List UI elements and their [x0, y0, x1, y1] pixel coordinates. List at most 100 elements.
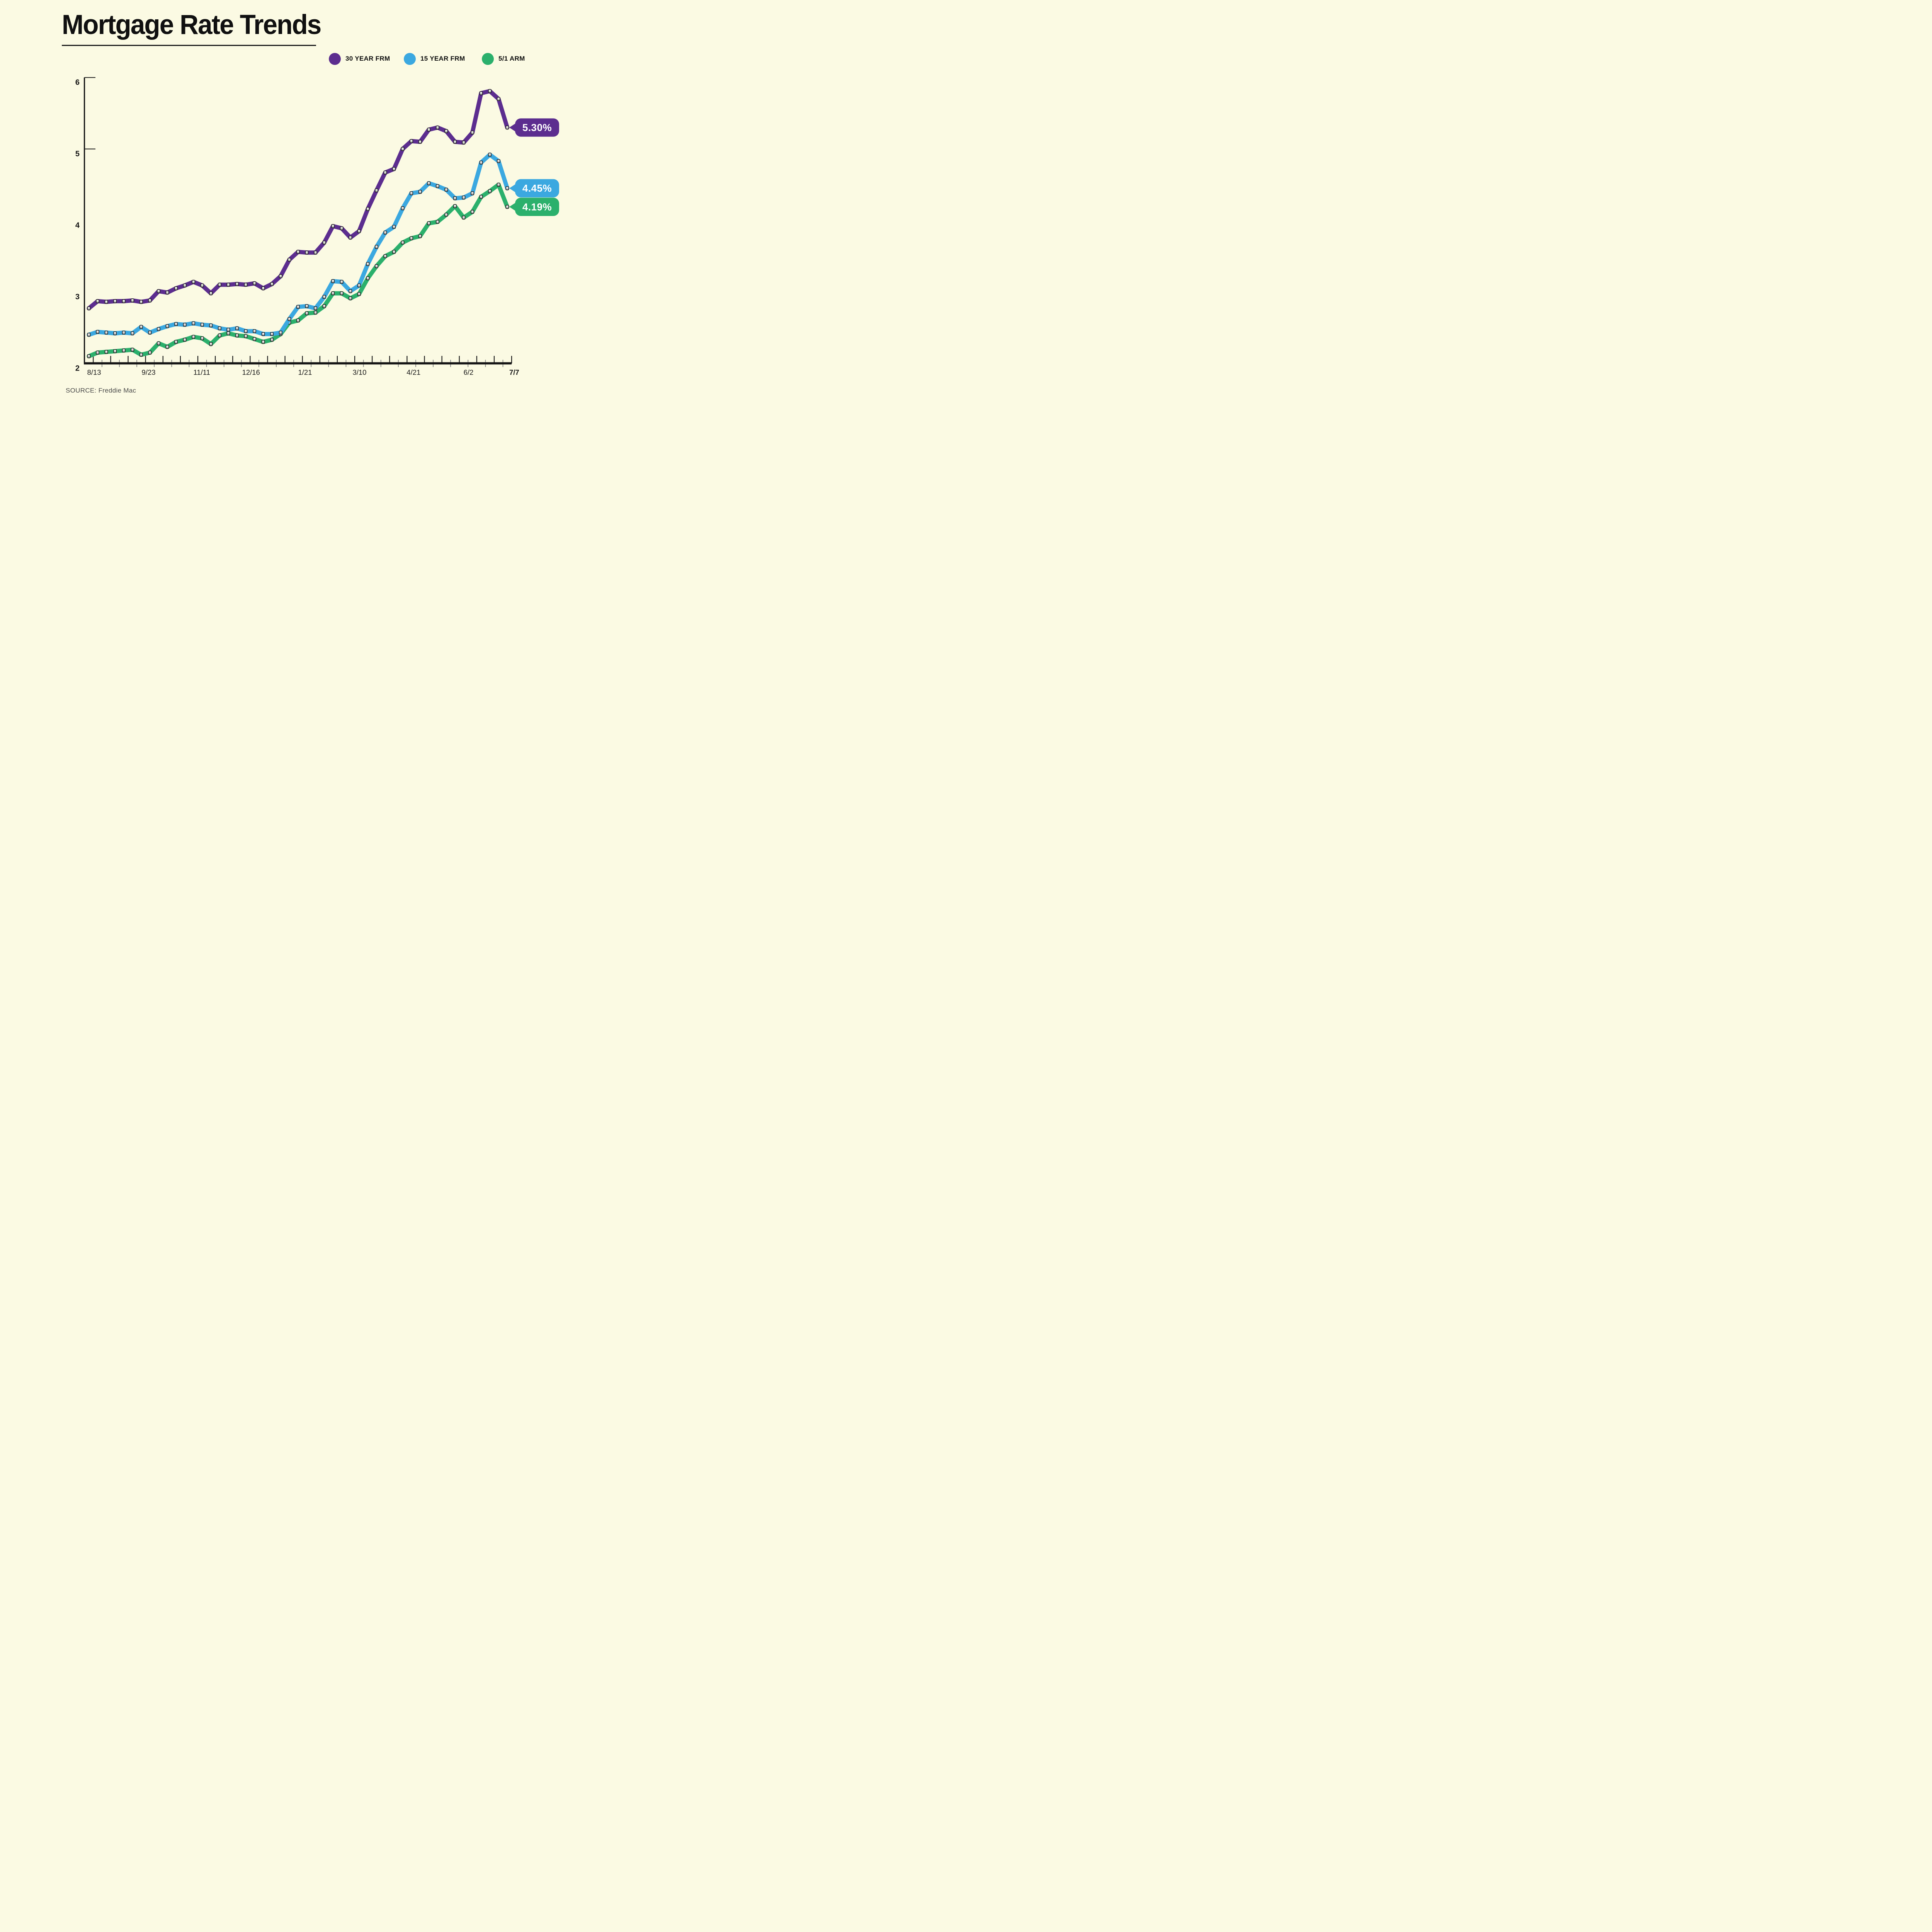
- data-point-marker: [392, 167, 396, 171]
- data-point-marker: [462, 216, 466, 219]
- data-point-marker: [435, 184, 439, 188]
- data-point-marker: [296, 250, 300, 254]
- data-point-marker: [305, 250, 309, 255]
- end-label-pill-5-1-arm: 4.19%: [509, 197, 559, 216]
- end-label-value: 5.30%: [522, 122, 552, 133]
- data-point-marker: [375, 188, 378, 192]
- data-point-marker: [435, 126, 439, 129]
- data-point-marker: [157, 341, 160, 345]
- title-underline: [62, 45, 316, 46]
- data-point-marker: [139, 300, 143, 304]
- y-axis-label: 3: [75, 293, 80, 301]
- x-axis-label: 9/23: [142, 368, 156, 376]
- data-point-marker: [244, 329, 248, 333]
- data-point-marker: [392, 250, 396, 254]
- data-point-marker: [200, 283, 204, 287]
- data-point-marker: [314, 250, 317, 255]
- data-point-marker: [122, 349, 126, 352]
- data-point-marker: [131, 331, 134, 335]
- legend-label-5-1-arm: 5/1 ARM: [498, 55, 525, 62]
- data-point-marker: [261, 286, 265, 291]
- legend-item-15-year-frm: 15 YEAR FRM: [404, 53, 465, 65]
- data-point-marker: [383, 254, 387, 258]
- end-label-pill-30-year-frm: 5.30%: [509, 118, 559, 137]
- data-point-marker: [226, 282, 230, 287]
- data-point-marker: [349, 289, 352, 293]
- data-point-marker: [87, 306, 91, 310]
- data-point-marker: [122, 299, 126, 303]
- data-point-marker: [235, 326, 239, 330]
- data-point-marker: [279, 330, 282, 335]
- data-point-marker: [244, 282, 248, 287]
- data-point-marker: [113, 349, 117, 353]
- legend-label-15-year-frm: 15 YEAR FRM: [420, 55, 465, 62]
- data-point-marker: [366, 207, 370, 211]
- data-point-marker: [453, 204, 457, 208]
- data-point-marker: [383, 230, 387, 235]
- data-point-marker: [235, 333, 239, 338]
- pill-pointer-icon: [509, 183, 517, 193]
- data-point-marker: [505, 205, 509, 209]
- data-point-marker: [410, 139, 413, 143]
- data-point-marker: [139, 325, 143, 329]
- end-label-value: 4.19%: [522, 201, 552, 213]
- data-point-marker: [148, 298, 152, 303]
- data-point-marker: [270, 338, 274, 342]
- data-point-marker: [87, 333, 91, 337]
- page-title: Mortgage Rate Trends: [62, 10, 321, 40]
- data-point-marker: [401, 240, 405, 245]
- series-markers-5-1-arm: [87, 183, 509, 358]
- data-point-marker: [287, 258, 291, 262]
- data-point-marker: [497, 183, 500, 187]
- legend-swatch-15-year-frm-icon: [404, 53, 416, 65]
- data-point-marker: [453, 196, 457, 201]
- x-axis-label: 6/2: [464, 368, 474, 376]
- data-point-marker: [113, 331, 117, 335]
- data-point-marker: [192, 335, 196, 339]
- data-point-marker: [392, 225, 396, 229]
- data-point-marker: [192, 321, 196, 325]
- data-point-marker: [349, 296, 352, 300]
- data-point-marker: [226, 328, 230, 332]
- data-point-marker: [183, 283, 187, 287]
- data-point-marker: [314, 311, 317, 315]
- data-point-marker: [418, 190, 422, 194]
- data-point-marker: [401, 147, 405, 151]
- data-point-marker: [218, 326, 221, 330]
- data-point-marker: [340, 280, 344, 284]
- data-point-marker: [375, 264, 378, 268]
- data-point-marker: [427, 128, 431, 132]
- data-point-marker: [253, 329, 256, 333]
- data-point-marker: [174, 286, 178, 291]
- data-point-marker: [410, 191, 413, 196]
- data-point-marker: [287, 317, 291, 321]
- data-point-marker: [157, 289, 160, 293]
- source-credit: SOURCE: Freddie Mac: [66, 387, 136, 394]
- data-point-marker: [418, 234, 422, 238]
- y-axis-labels: 2 3 4 5 6: [75, 78, 80, 373]
- data-point-marker: [235, 282, 239, 286]
- data-point-marker: [113, 299, 117, 303]
- data-point-marker: [261, 340, 265, 344]
- series-markers-30-year-frm: [87, 89, 509, 310]
- data-point-marker: [209, 342, 213, 346]
- data-point-marker: [209, 291, 213, 296]
- data-point-marker: [305, 311, 309, 315]
- data-point-marker: [479, 195, 483, 199]
- data-point-marker: [104, 300, 108, 304]
- data-point-marker: [165, 291, 169, 295]
- x-axis-label: 12/16: [242, 368, 260, 376]
- data-point-marker: [349, 235, 352, 240]
- data-point-marker: [322, 240, 326, 245]
- data-point-marker: [270, 282, 274, 286]
- data-point-marker: [462, 196, 466, 200]
- data-point-marker: [157, 327, 160, 331]
- data-point-marker: [366, 262, 370, 266]
- data-point-marker: [131, 348, 134, 352]
- y-axis-label: 2: [75, 364, 80, 372]
- x-axis-label: 4/21: [406, 368, 420, 376]
- data-point-marker: [471, 131, 474, 134]
- y-axis-label: 5: [75, 150, 80, 158]
- data-point-marker: [497, 97, 500, 101]
- data-point-marker: [244, 334, 248, 338]
